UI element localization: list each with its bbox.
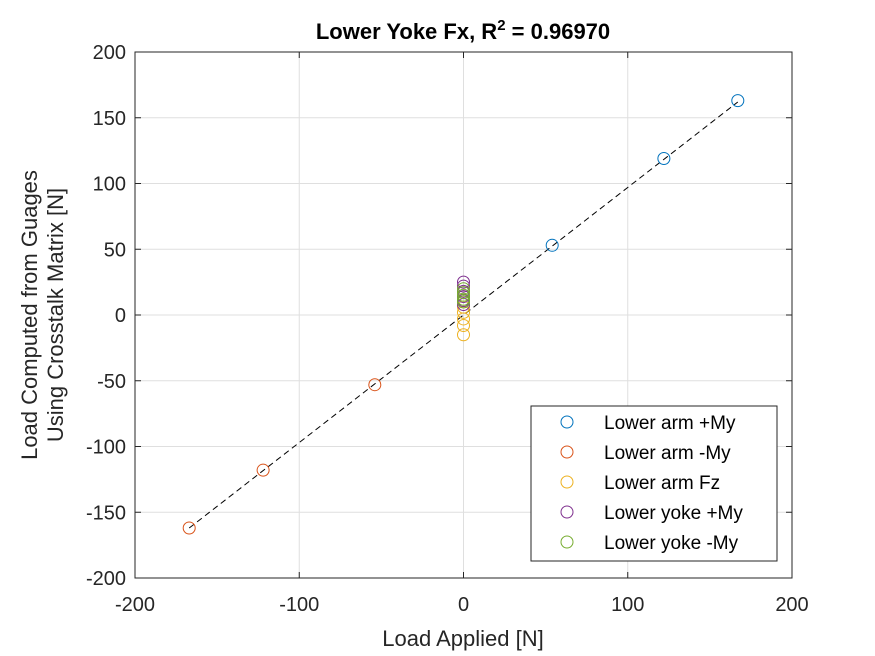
data-point-series-4 — [457, 295, 470, 309]
data-point-series-0 — [657, 152, 671, 166]
fit-line-group — [188, 101, 739, 529]
legend-marker-3 — [560, 505, 574, 519]
data-point-series-3 — [457, 279, 470, 293]
x-tick-label: -100 — [279, 594, 319, 616]
x-tick-label: 100 — [611, 594, 644, 616]
data-point-series-2 — [457, 319, 470, 333]
data-point-series-3 — [457, 275, 470, 289]
legend-label-2: Lower arm Fz — [604, 473, 720, 494]
legend-label-4: Lower yoke -My — [604, 533, 739, 554]
x-tick-label: 0 — [458, 594, 469, 616]
y-tick-label: -150 — [86, 502, 126, 524]
y-tick-label: -100 — [86, 437, 126, 459]
legend-label-3: Lower yoke +My — [604, 503, 743, 524]
data-point-series-4 — [457, 286, 470, 300]
y-tick-label: 200 — [93, 42, 126, 64]
y-tick-label: -200 — [86, 568, 126, 590]
y-tick-label: -50 — [97, 371, 126, 393]
legend-marker-0 — [560, 415, 574, 429]
data-points — [182, 94, 745, 535]
data-point-series-4 — [457, 282, 470, 296]
y-tick-label: 0 — [115, 305, 126, 327]
y-tick-label: 100 — [93, 174, 126, 196]
data-point-series-4 — [457, 292, 470, 306]
legend-label-1: Lower arm -My — [604, 443, 731, 464]
data-point-series-0 — [545, 238, 559, 252]
data-point-series-1 — [256, 463, 270, 477]
x-tick-label: -200 — [115, 594, 155, 616]
data-point-series-0 — [731, 94, 745, 108]
x-axis-label: Load Applied [N] — [382, 626, 543, 651]
legend: Lower arm +My Lower arm -My Lower arm Fz Lo… — [530, 405, 778, 562]
ticks: -200 -100 0 100 200 -200 -150 -100 -50 0 50 100 150 2… — [86, 42, 809, 616]
data-point-series-4 — [457, 288, 470, 302]
legend-box — [530, 405, 778, 562]
x-tick-label: 200 — [775, 594, 808, 616]
legend-marker-4 — [560, 535, 574, 549]
legend-label-0: Lower arm +My — [604, 413, 736, 434]
legend-marker-1 — [560, 445, 574, 459]
data-point-series-2 — [457, 328, 470, 342]
y-tick-label: 150 — [93, 108, 126, 130]
chart-title: Lower Yoke Fx, R2 = 0.96970 — [316, 17, 610, 44]
y-axis-label-line2: Using Crosstalk Matrix [N] — [43, 188, 68, 442]
y-axis-label-line1: Load Computed from Guages — [17, 170, 42, 460]
legend-marker-2 — [560, 475, 574, 489]
fit-line — [188, 101, 739, 529]
y-tick-label: 50 — [104, 239, 126, 261]
data-point-series-1 — [368, 378, 382, 392]
data-point-series-1 — [182, 521, 196, 535]
